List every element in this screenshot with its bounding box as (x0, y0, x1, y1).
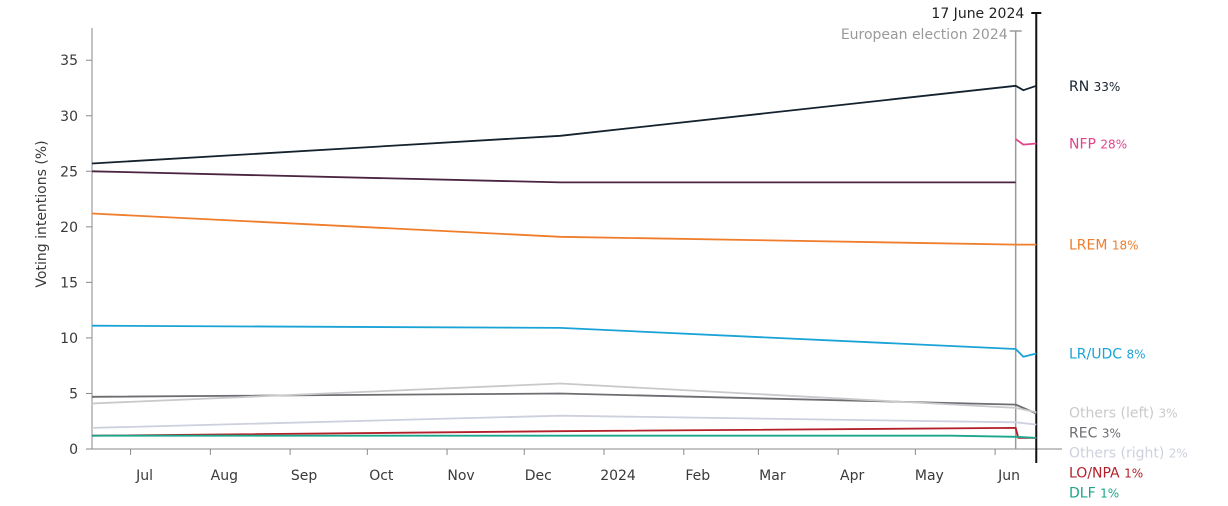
x-tick-label: 2024 (600, 468, 636, 484)
y-tick-label: 10 (60, 331, 78, 347)
y-axis-label: Voting intentions (%) (34, 140, 50, 287)
series-label-name: RN (1069, 79, 1094, 95)
series-label-name: Others (right) (1069, 445, 1169, 461)
y-tick-label: 5 (69, 386, 78, 402)
series-lines (91, 84, 1037, 439)
y-tick-label: 35 (60, 53, 78, 69)
x-tick-label: Dec (525, 468, 552, 484)
y-tick-label: 0 (69, 442, 78, 458)
series-line-dlf (92, 434, 1037, 439)
series-label-others-left: Others (left) 3% (1069, 405, 1178, 421)
series-label-lrem: LREM 18% (1069, 238, 1139, 254)
x-tick-label: Sep (291, 468, 318, 484)
y-axis: 0 5 10 15 20 25 30 35 (60, 28, 93, 458)
series-label-value: 2% (1169, 446, 1188, 460)
series-label-dlf: DLF 1% (1069, 485, 1119, 501)
series-line-others-left (91, 382, 1037, 414)
y-tick-label: 30 (60, 109, 78, 125)
series-line-lrem (91, 212, 1037, 246)
series-line-rn (91, 84, 1037, 165)
x-tick-label: Jul (135, 468, 153, 484)
x-tick-label: Feb (685, 468, 710, 484)
series-label-name: NFP (1069, 137, 1100, 153)
series-labels: RN 33% NFP 28% LREM 18% LR/UDC 8% Others (le… (1069, 79, 1188, 501)
series-label-value: 8% (1127, 348, 1146, 362)
y-tick-label: 15 (60, 275, 78, 291)
series-label-rec: REC 3% (1069, 425, 1121, 441)
x-tick-label: Apr (840, 468, 864, 484)
series-label-value: 3% (1159, 406, 1178, 420)
series-label-nfp: NFP 28% (1069, 137, 1127, 153)
y-tick-label: 20 (60, 220, 78, 236)
series-label-name: DLF (1069, 485, 1100, 501)
series-label-value: 28% (1100, 138, 1127, 152)
annotations: European election 2024 17 June 2024 (841, 6, 1042, 463)
series-label-value: 1% (1100, 486, 1119, 500)
x-tick-label: Jun (997, 468, 1020, 484)
x-axis: Jul Aug Sep Oct Nov Dec 2024 Feb Mar Apr May Jun (92, 448, 1062, 484)
series-label-name: Others (left) (1069, 405, 1159, 421)
series-line-others-right (91, 414, 1037, 429)
series-label-rn: RN 33% (1069, 79, 1120, 95)
series-label-value: 18% (1112, 239, 1139, 253)
x-tick-label: Nov (447, 468, 474, 484)
x-tick-label: Aug (211, 468, 238, 484)
x-tick-label: May (915, 468, 944, 484)
x-tick-label: Oct (369, 468, 394, 484)
series-label-lr-udc: LR/UDC 8% (1069, 347, 1146, 363)
june-17-label: 17 June 2024 (931, 6, 1024, 22)
series-label-others-right: Others (right) 2% (1069, 445, 1188, 461)
series-label-name: LR/UDC (1069, 347, 1127, 363)
series-label-lo-npa: LO/NPA 1% (1069, 465, 1143, 481)
series-line-lr-udc (91, 324, 1037, 358)
series-label-value: 33% (1094, 80, 1121, 94)
series-label-name: LREM (1069, 238, 1112, 254)
series-label-value: 1% (1124, 466, 1143, 480)
series-line-nfp (1015, 138, 1037, 146)
series-label-value: 3% (1102, 426, 1121, 440)
series-label-name: LO/NPA (1069, 465, 1124, 481)
european-election-label: European election 2024 (841, 27, 1008, 43)
series-line-unlabeled-2 (91, 170, 1016, 184)
series-label-name: REC (1069, 425, 1102, 441)
x-tick-label: Mar (759, 468, 786, 484)
y-tick-label: 25 (60, 164, 78, 180)
series-line-rec (91, 392, 1037, 415)
